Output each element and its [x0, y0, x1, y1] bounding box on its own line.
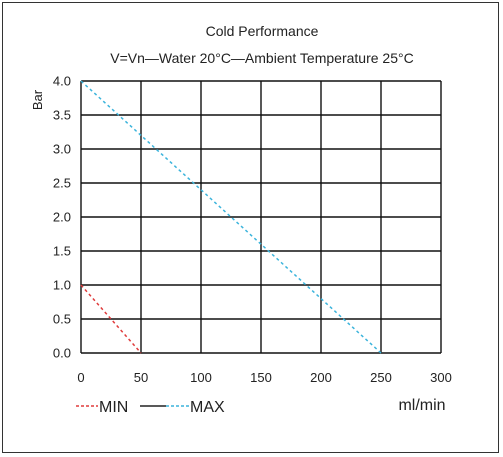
chart-frame — [2, 2, 499, 453]
x-tick-label: 150 — [250, 370, 272, 385]
y-tick-label: 0.0 — [53, 346, 71, 361]
y-tick-label: 1.5 — [53, 244, 71, 259]
y-tick-label: 3.5 — [53, 108, 71, 123]
x-tick-label: 50 — [134, 370, 148, 385]
y-tick-label: 3.0 — [53, 142, 71, 157]
y-tick-label: 1.0 — [53, 278, 71, 293]
legend-max-label: MAX — [190, 399, 225, 416]
x-tick-label: 300 — [430, 370, 452, 385]
y-tick-label: 4.0 — [53, 74, 71, 89]
chart-title: Cold Performance — [206, 23, 319, 39]
x-tick-label: 0 — [77, 370, 84, 385]
legend: MIN MAX — [76, 399, 225, 416]
y-tick-labels: 0.0 0.5 1.0 1.5 2.0 2.5 3.0 3.5 4.0 — [53, 74, 71, 361]
x-tick-label: 100 — [190, 370, 212, 385]
y-tick-label: 0.5 — [53, 312, 71, 327]
x-axis-unit-label: ml/min — [398, 397, 445, 414]
y-tick-label: 2.0 — [53, 210, 71, 225]
data-series — [80, 80, 382, 354]
x-tick-label: 250 — [370, 370, 392, 385]
x-tick-label: 200 — [310, 370, 332, 385]
grid-lines — [80, 80, 442, 354]
y-axis-label: Bar — [30, 89, 45, 110]
y-tick-label: 2.5 — [53, 176, 71, 191]
series-line-max — [80, 80, 382, 354]
chart-subtitle: V=Vn—Water 20°C—Ambient Temperature 25°C — [110, 50, 413, 66]
legend-min-label: MIN — [99, 399, 128, 416]
x-tick-labels: 0 50 100 150 200 250 300 — [77, 370, 451, 385]
